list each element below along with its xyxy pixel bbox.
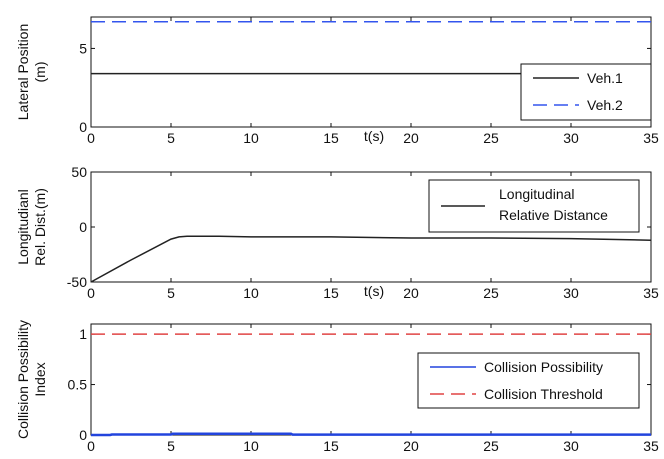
x-tick-label: 35 [643,438,659,454]
y-tick-label: 1 [79,326,87,342]
x-tick-label: 0 [87,285,95,301]
y-axis-label: Index [32,362,48,396]
x-tick-label: 5 [167,285,175,301]
x-tick-label: 20 [403,438,419,454]
y-tick-label: 0.5 [68,377,88,393]
x-tick-label: 30 [563,285,579,301]
y-tick-label: 0 [79,427,87,443]
x-tick-label: 20 [403,285,419,301]
x-tick-label: 30 [563,130,579,146]
x-axis-label: t(s) [364,128,384,144]
y-axis-label: Lateral Position [15,24,31,121]
x-tick-label: 15 [323,130,339,146]
y-tick-label: 5 [79,40,87,56]
legend-label: Veh.1 [587,70,623,86]
y-axis-label: (m) [32,62,48,83]
legend-box [520,63,652,121]
legend-label: Veh.2 [587,97,623,113]
y-tick-label: 0 [79,119,87,135]
legend-box [417,352,640,409]
y-axis-label: Collision Possibility [15,320,31,439]
legend-label: Relative Distance [499,207,608,223]
legend-label: Longitudinal [499,186,575,202]
x-tick-label: 10 [243,285,259,301]
x-tick-label: 10 [243,130,259,146]
x-tick-label: 15 [323,285,339,301]
x-tick-label: 35 [643,285,659,301]
x-tick-label: 25 [483,438,499,454]
y-tick-label: 0 [79,219,87,235]
y-axis-label: Longitudianl [15,189,31,265]
x-tick-label: 15 [323,438,339,454]
legend-label: Collision Threshold [484,386,603,402]
x-tick-label: 25 [483,285,499,301]
y-axis-label: Rel. Dist.(m) [32,188,48,266]
x-tick-label: 30 [563,438,579,454]
x-tick-label: 0 [87,130,95,146]
x-tick-label: 5 [167,438,175,454]
series-line-collision-possibility [91,432,651,437]
x-tick-label: 20 [403,130,419,146]
x-tick-label: 35 [643,130,659,146]
x-tick-label: 5 [167,130,175,146]
series-line-longitudinal-relative-distance [90,235,652,283]
x-axis-label: t(s) [364,283,384,299]
y-tick-label: 50 [71,164,87,180]
x-tick-label: 0 [87,438,95,454]
x-tick-label: 25 [483,130,499,146]
legend-label: Collision Possibility [484,359,603,375]
x-tick-label: 10 [243,438,259,454]
y-tick-label: -50 [67,274,87,290]
